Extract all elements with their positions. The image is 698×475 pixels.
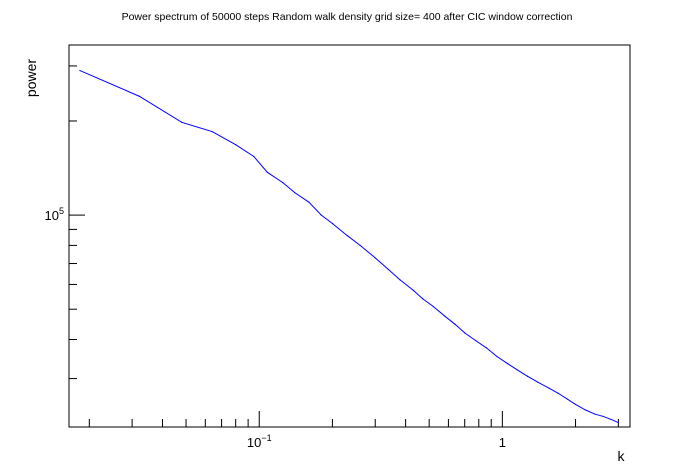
data-point — [454, 323, 456, 326]
data-point — [485, 347, 488, 349]
series-layer — [79, 69, 619, 424]
data-point — [574, 403, 577, 406]
data-point — [537, 381, 539, 383]
x-tick-label: 1 — [499, 435, 506, 450]
data-point — [432, 305, 434, 308]
data-point — [320, 214, 322, 216]
data-point — [387, 268, 390, 271]
data-point — [422, 298, 424, 300]
data-point — [253, 155, 255, 158]
data-point — [610, 418, 612, 421]
data-point — [412, 289, 414, 291]
data-point — [506, 362, 509, 365]
data-point — [308, 201, 310, 203]
data-point — [585, 409, 587, 411]
data-point — [266, 171, 268, 173]
y-axis-label: power — [23, 59, 39, 97]
data-point — [602, 415, 604, 418]
data-point — [464, 332, 466, 334]
data-point — [496, 355, 498, 358]
data-point — [526, 375, 529, 377]
data-point — [617, 421, 619, 424]
data-point — [399, 279, 401, 281]
data-point — [346, 234, 348, 237]
data-point — [359, 244, 361, 246]
data-point — [294, 192, 296, 194]
y-axis-tick-labels: 105 — [45, 206, 64, 223]
plot-frame — [68, 44, 631, 428]
data-point — [557, 392, 559, 394]
data-point — [79, 69, 81, 72]
data-point — [138, 95, 140, 97]
data-point — [566, 398, 568, 400]
y-tick-label: 105 — [45, 206, 64, 223]
data-point — [331, 222, 334, 225]
data-point — [211, 130, 213, 133]
data-point — [594, 413, 596, 415]
x-axis-label: k — [618, 448, 626, 464]
data-point — [444, 315, 446, 317]
data-point — [374, 257, 376, 259]
data-point — [548, 387, 550, 389]
chart-title: Power spectrum of 50000 steps Random wal… — [122, 11, 573, 23]
data-point — [181, 121, 183, 123]
data-point — [475, 340, 477, 342]
x-tick-label: 10−1 — [247, 433, 272, 450]
data-point — [282, 182, 284, 184]
y-axis-ticks — [69, 65, 85, 380]
x-axis-ticks — [88, 411, 619, 427]
data-point — [235, 144, 237, 146]
data-point — [516, 369, 518, 371]
x-axis-tick-labels: 10−1 1 — [247, 433, 506, 450]
